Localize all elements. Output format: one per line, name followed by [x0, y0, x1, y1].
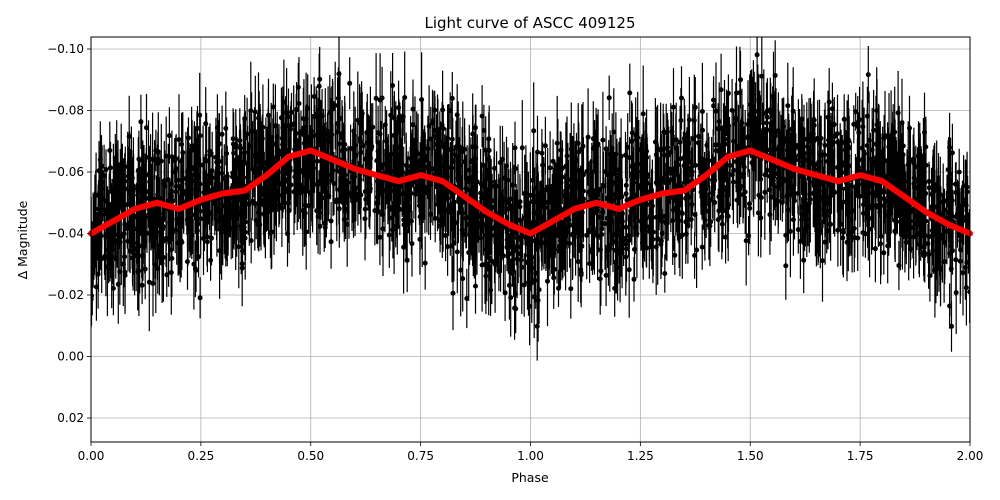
- x-axis-ticks: 0.00 0.25 0.50 0.75 1.00 1.25 1.50 1.75 2.00: [78, 442, 984, 463]
- y-tick-label: −0.08: [47, 104, 84, 118]
- y-tick-label: 0.02: [57, 411, 84, 425]
- chart-title: Light curve of ASCC 409125: [425, 14, 636, 32]
- x-tick-label: 1.00: [517, 449, 544, 463]
- y-tick-label: −0.02: [47, 288, 84, 302]
- x-tick-label: 0.25: [188, 449, 215, 463]
- x-axis-label: Phase: [511, 470, 549, 485]
- x-tick-label: 0.75: [407, 449, 434, 463]
- y-axis-label: Δ Magnitude: [15, 200, 30, 279]
- plot-area: [88, 36, 973, 443]
- x-tick-label: 1.25: [627, 449, 654, 463]
- y-axis-ticks: −0.10 −0.08 −0.06 −0.04 −0.02 0.00 0.02: [47, 42, 91, 425]
- binned-mean-curve: [88, 147, 973, 237]
- x-tick-label: 0.50: [297, 449, 324, 463]
- x-tick-label: 1.50: [737, 449, 764, 463]
- x-tick-label: 1.75: [847, 449, 874, 463]
- y-tick-label: −0.10: [47, 42, 84, 56]
- y-tick-label: 0.00: [57, 350, 84, 364]
- x-tick-label: 0.00: [78, 449, 105, 463]
- y-tick-label: −0.06: [47, 165, 84, 179]
- x-tick-label: 2.00: [957, 449, 984, 463]
- y-tick-label: −0.04: [47, 227, 84, 241]
